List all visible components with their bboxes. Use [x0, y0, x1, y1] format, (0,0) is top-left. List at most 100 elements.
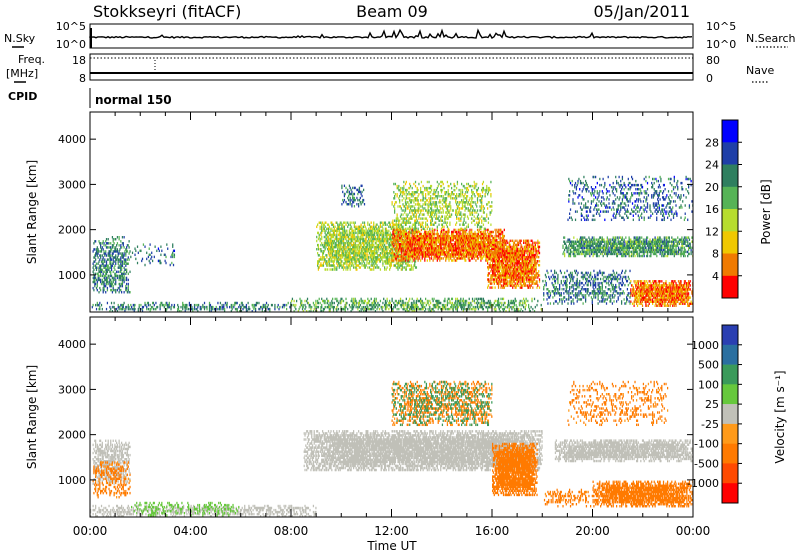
data-cell: [395, 201, 397, 204]
data-cell: [111, 246, 114, 249]
data-cell: [483, 301, 485, 305]
data-cell: [410, 243, 413, 246]
data-cell: [383, 231, 385, 235]
data-cell: [455, 247, 457, 250]
data-cell: [343, 248, 346, 251]
data-cell: [419, 255, 421, 258]
data-cell: [466, 243, 468, 246]
data-cell: [327, 258, 330, 261]
data-cell: [384, 303, 387, 307]
data-cell: [331, 254, 333, 257]
data-cell: [104, 264, 106, 267]
data-cell: [393, 182, 395, 186]
data-cell: [461, 245, 464, 248]
data-cell: [378, 229, 380, 233]
data-cell: [185, 305, 187, 309]
data-cell: [95, 264, 97, 267]
data-cell: [373, 264, 376, 267]
data-cell: [236, 307, 238, 311]
data-cell: [404, 205, 406, 208]
data-cell: [97, 256, 99, 259]
data-cell: [188, 301, 191, 305]
data-cell: [335, 237, 337, 241]
data-cell: [104, 254, 106, 257]
data-cell: [353, 237, 356, 241]
data-cell: [399, 236, 402, 240]
data-cell: [378, 239, 381, 243]
data-cell: [330, 264, 332, 267]
data-cell: [251, 310, 253, 313]
data-cell: [458, 253, 460, 256]
data-cell: [420, 249, 422, 252]
data-cell: [269, 310, 271, 313]
data-cell: [396, 238, 398, 242]
data-cell: [385, 227, 387, 231]
data-cell: [120, 240, 122, 243]
data-cell: [365, 258, 367, 261]
data-cell: [489, 236, 491, 240]
data-cell: [481, 257, 483, 260]
data-cell: [433, 241, 435, 244]
data-cell: [92, 280, 94, 284]
data-cell: [434, 305, 436, 309]
data-cell: [502, 241, 504, 244]
data-cell: [107, 274, 109, 278]
data-cell: [166, 301, 168, 305]
data-cell: [482, 232, 485, 236]
data-cell: [416, 257, 418, 260]
data-cell: [329, 303, 331, 307]
data-cell: [370, 250, 372, 253]
data-cell: [411, 251, 413, 254]
data-cell: [405, 191, 407, 194]
data-cell: [480, 241, 482, 244]
data-cell: [333, 258, 335, 261]
data-cell: [364, 305, 366, 309]
data-cell: [340, 221, 342, 224]
data-cell: [333, 268, 335, 271]
data-cell: [239, 303, 241, 307]
data-cell: [450, 255, 452, 258]
data-cell: [399, 188, 401, 192]
data-cell: [385, 258, 387, 261]
data-cell: [134, 253, 136, 257]
data-cell: [437, 299, 439, 303]
data-cell: [444, 247, 446, 250]
data-cell: [448, 259, 450, 262]
data-cell: [375, 237, 377, 241]
data-cell: [342, 254, 345, 257]
data-cell: [123, 280, 125, 284]
data-cell: [449, 238, 451, 242]
data-cell: [389, 233, 391, 237]
data-cell: [129, 250, 131, 253]
data-cell: [459, 243, 461, 246]
data-cell: [502, 297, 504, 301]
data-cell: [520, 307, 522, 311]
data-cell: [443, 253, 445, 256]
data-cell: [400, 191, 402, 194]
data-cell: [473, 234, 475, 238]
data-cell: [406, 236, 408, 240]
data-cell: [379, 233, 382, 237]
data-cell: [117, 262, 119, 265]
data-cell: [245, 305, 248, 309]
data-cell: [372, 237, 374, 241]
data-cell: [414, 249, 416, 252]
data-cell: [209, 303, 212, 307]
data-cell: [93, 268, 95, 272]
data-cell: [388, 233, 390, 237]
data-cell: [356, 225, 358, 229]
data-cell: [126, 291, 129, 294]
data-cell: [412, 243, 414, 246]
data-cell: [456, 307, 459, 311]
data-cell: [420, 191, 422, 194]
data-cell: [394, 230, 397, 234]
data-cell: [415, 228, 418, 232]
data-cell: [417, 299, 419, 303]
data-cell: [496, 241, 498, 244]
data-cell: [390, 260, 392, 263]
data-cell: [414, 209, 416, 212]
data-cell: [384, 260, 387, 263]
data-cell: [420, 241, 422, 244]
data-cell: [411, 225, 413, 229]
data-cell: [477, 230, 480, 234]
